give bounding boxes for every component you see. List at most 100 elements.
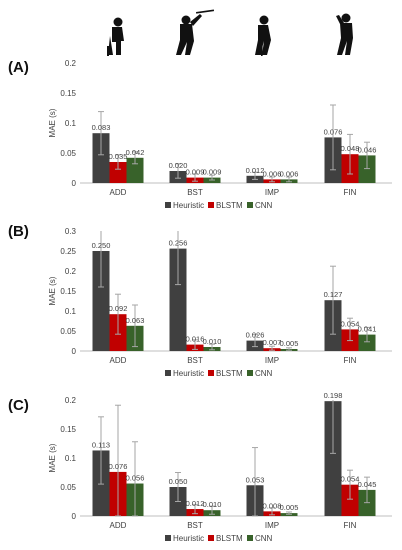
bar xyxy=(92,251,110,351)
legend: Heuristic BLSTM CNN xyxy=(165,369,273,378)
x-tick-label: ADD xyxy=(110,188,127,197)
x-axis: ADD BST IMP FIN xyxy=(110,188,357,197)
data-label: 0.006 xyxy=(263,169,282,178)
bar-series: 0.083 0.020 0.012 0.076 0.035 0.009 0.006 0.048… xyxy=(92,104,377,183)
x-tick-label: BST xyxy=(187,356,203,365)
data-label: 0.007 xyxy=(263,338,282,347)
bar xyxy=(358,334,376,351)
data-label: 0.005 xyxy=(280,339,299,348)
bar xyxy=(126,157,144,183)
data-label: 0.092 xyxy=(109,304,128,313)
golfer-address-icon xyxy=(107,17,124,56)
x-tick-label: BST xyxy=(187,188,203,197)
data-label: 0.012 xyxy=(186,499,205,508)
data-label: 0.127 xyxy=(324,290,343,299)
y-tick-label: 0 xyxy=(72,179,77,188)
legend-label: CNN xyxy=(255,534,273,543)
bar xyxy=(324,401,342,516)
chart-panel-c: (C) MAE (s) 0 0.05 0.1 0.15 0.2 ADD BST IMP FIN… xyxy=(8,391,392,543)
data-label: 0.048 xyxy=(341,144,360,153)
legend-swatch xyxy=(208,202,214,208)
bar xyxy=(358,155,376,183)
y-tick-label: 0.05 xyxy=(60,149,76,158)
y-tick-label: 0 xyxy=(72,512,77,521)
data-label: 0.053 xyxy=(246,475,265,484)
data-label: 0.020 xyxy=(169,161,188,170)
data-label: 0.083 xyxy=(92,123,111,132)
x-tick-label: FIN xyxy=(344,188,357,197)
x-axis: ADD BST IMP FIN xyxy=(110,521,357,530)
golfer-finish-icon xyxy=(336,13,353,55)
x-tick-label: BST xyxy=(187,521,203,530)
legend-label: CNN xyxy=(255,369,273,378)
data-label: 0.256 xyxy=(169,239,188,248)
y-axis-label: MAE (s) xyxy=(48,443,57,472)
data-label: 0.046 xyxy=(358,145,377,154)
data-label: 0.113 xyxy=(92,440,110,449)
legend-label: BLSTM xyxy=(216,534,243,543)
bar xyxy=(109,162,127,183)
bar xyxy=(341,484,359,516)
data-label: 0.012 xyxy=(246,166,265,175)
bar-series: 0.250 0.256 0.026 0.127 0.092 0.016 0.007 0.054… xyxy=(92,231,377,351)
data-label: 0.076 xyxy=(324,127,343,136)
data-label: 0.041 xyxy=(358,325,377,334)
x-tick-label: FIN xyxy=(344,521,357,530)
x-tick-label: FIN xyxy=(344,356,357,365)
data-label: 0.063 xyxy=(126,316,145,325)
y-tick-label: 0 xyxy=(72,347,77,356)
y-axis-label: MAE (s) xyxy=(48,108,57,137)
y-axis-label: MAE (s) xyxy=(48,276,57,305)
y-tick-label: 0.05 xyxy=(60,483,76,492)
y-tick-label: 0.2 xyxy=(65,396,77,405)
x-tick-label: ADD xyxy=(110,356,127,365)
legend-swatch xyxy=(165,370,171,376)
legend-label: BLSTM xyxy=(216,369,243,378)
data-label: 0.045 xyxy=(358,480,377,489)
y-tick-label: 0.1 xyxy=(65,454,77,463)
y-tick-label: 0.15 xyxy=(60,425,76,434)
y-tick-label: 0.05 xyxy=(60,327,76,336)
golfer-backswing-top-icon xyxy=(176,9,215,55)
y-tick-label: 0.1 xyxy=(65,119,77,128)
data-label: 0.054 xyxy=(341,319,360,328)
data-label: 0.198 xyxy=(324,391,343,400)
legend-label: CNN xyxy=(255,201,273,210)
panel-label: (C) xyxy=(8,397,29,414)
legend-swatch xyxy=(247,202,253,208)
golfer-impact-icon xyxy=(255,15,271,56)
chart-panel-b: (B) MAE (s) 0 0.05 0.1 0.15 0.2 0.25 0.3 ADD BS… xyxy=(8,223,392,378)
legend-swatch xyxy=(208,370,214,376)
data-label: 0.009 xyxy=(203,168,222,177)
chart-panel-a: (A) MAE (s) 0 0.05 0.1 0.15 0.2 ADD BST IMP FIN… xyxy=(8,59,392,210)
y-tick-label: 0.3 xyxy=(65,227,77,236)
data-label: 0.050 xyxy=(169,477,188,486)
data-label: 0.026 xyxy=(246,331,265,340)
data-label: 0.010 xyxy=(203,500,222,509)
legend: Heuristic BLSTM CNN xyxy=(165,201,273,210)
data-label: 0.042 xyxy=(126,148,145,157)
panel-label: (B) xyxy=(8,223,29,240)
legend-swatch xyxy=(247,535,253,541)
data-label: 0.008 xyxy=(263,501,282,510)
y-tick-label: 0.15 xyxy=(60,287,76,296)
legend-label: Heuristic xyxy=(173,534,204,543)
x-tick-label: IMP xyxy=(265,188,279,197)
data-label: 0.010 xyxy=(203,337,222,346)
data-label: 0.016 xyxy=(186,335,205,344)
legend-swatch xyxy=(165,202,171,208)
data-label: 0.076 xyxy=(109,462,128,471)
data-label: 0.009 xyxy=(186,168,205,177)
legend-swatch xyxy=(208,535,214,541)
legend-swatch xyxy=(165,535,171,541)
legend-label: BLSTM xyxy=(216,201,243,210)
x-tick-label: ADD xyxy=(110,521,127,530)
legend: Heuristic BLSTM CNN xyxy=(165,534,273,543)
panel-label: (A) xyxy=(8,59,29,76)
y-tick-label: 0.1 xyxy=(65,307,77,316)
legend-label: Heuristic xyxy=(173,369,204,378)
y-tick-label: 0.15 xyxy=(60,89,76,98)
bar-series: 0.113 0.050 0.053 0.198 0.076 0.012 0.008 0.054… xyxy=(92,391,377,517)
bar xyxy=(92,133,110,183)
